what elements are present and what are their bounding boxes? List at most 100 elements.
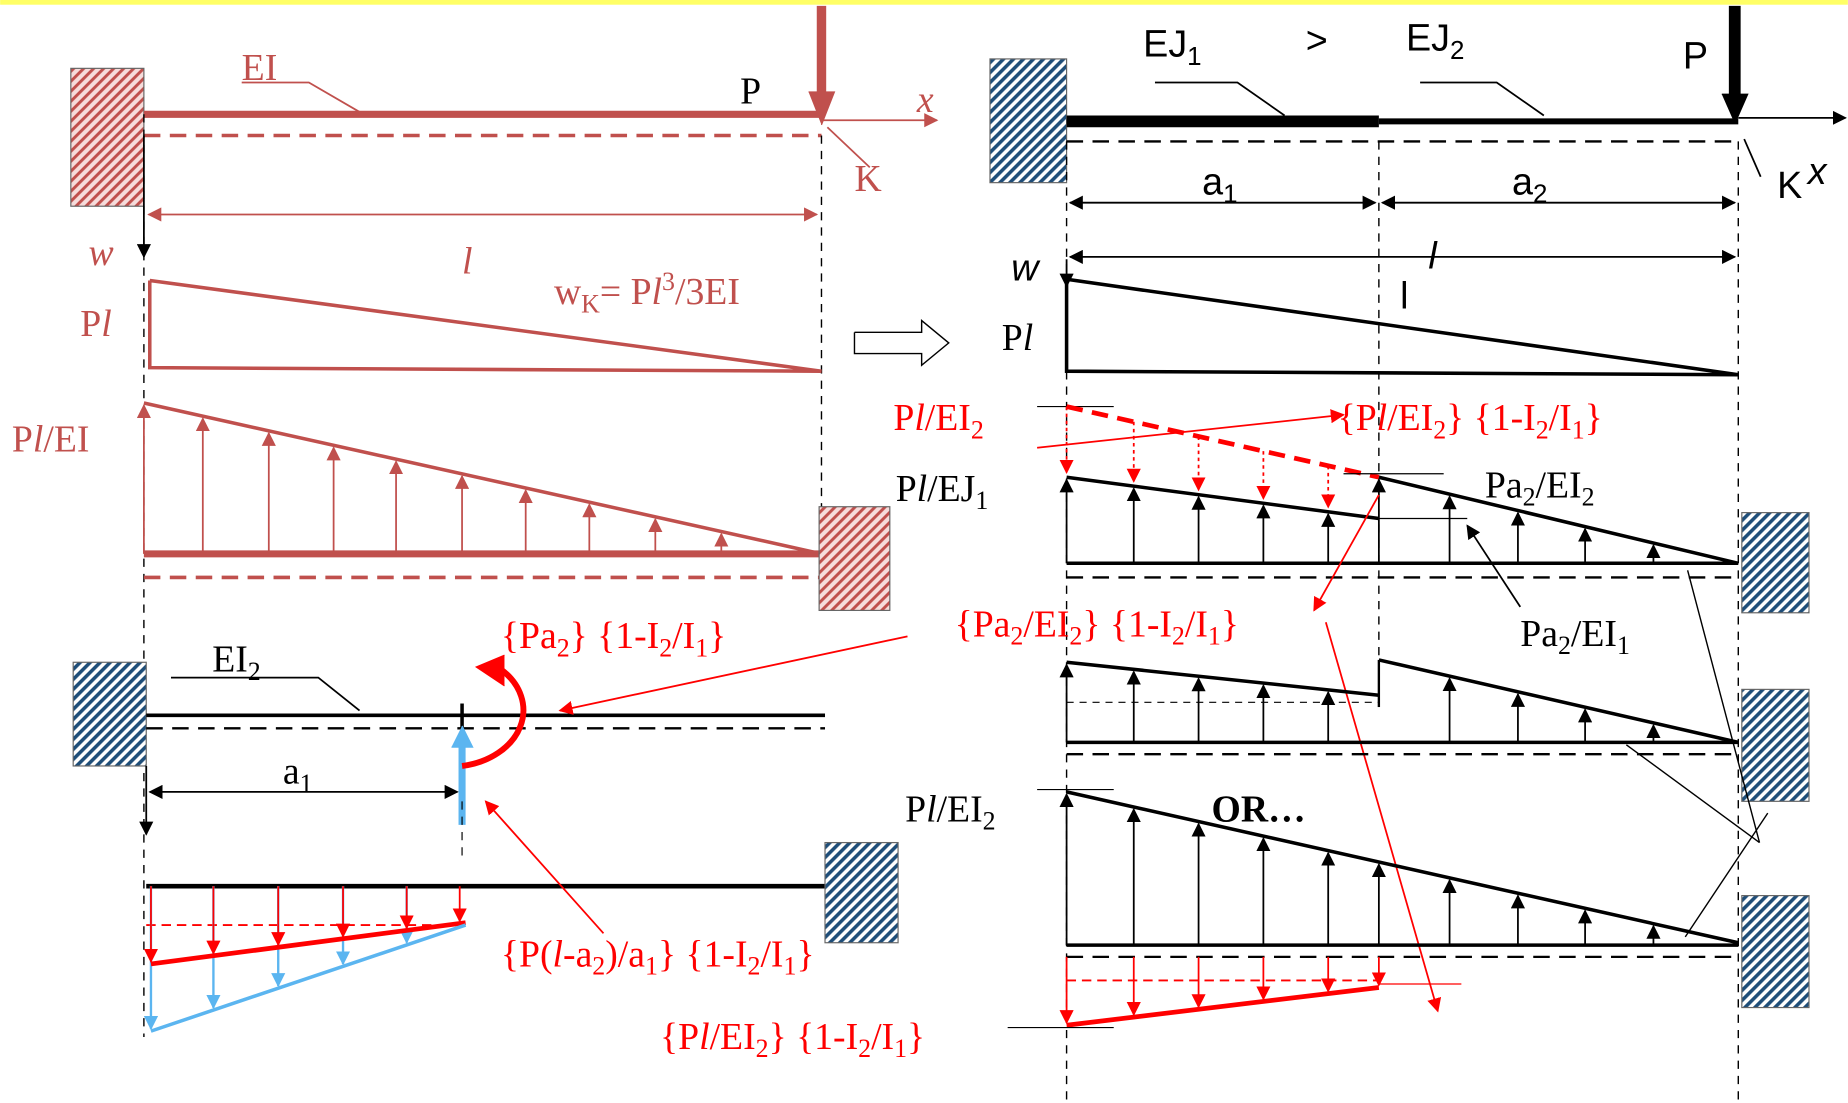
- pointer: [486, 801, 604, 933]
- label-part: /I: [871, 1016, 894, 1058]
- label-part: 2: [971, 415, 984, 444]
- label-part: /EI: [925, 397, 971, 439]
- beam-label: EJ2: [1406, 17, 1464, 65]
- label-part: /EI: [43, 418, 89, 460]
- curvature-label: Pl/EI2: [893, 397, 983, 444]
- label-part: }: [1585, 397, 1603, 439]
- label-part: 2: [858, 1034, 871, 1063]
- label-part: -a: [563, 933, 593, 975]
- label-part: w: [554, 271, 582, 313]
- label-part: EI: [212, 639, 248, 681]
- label-part: /EI: [1023, 603, 1069, 645]
- label-part: 2: [592, 952, 605, 981]
- axis-label: x: [1806, 150, 1828, 192]
- label-part: } {1-I: [1446, 397, 1536, 439]
- moment-label: Pl: [1002, 317, 1033, 359]
- label-part: }: [1221, 603, 1239, 645]
- jump-difference-label: {Pa2/EI2} {1-I2/I1}: [955, 603, 1239, 650]
- label-part: P: [80, 303, 101, 345]
- label-part: 1: [645, 952, 658, 981]
- label-part: }: [708, 615, 726, 657]
- label-part: P: [12, 418, 33, 460]
- or-label: OR…: [1212, 788, 1306, 830]
- label-part: EJ: [1143, 23, 1187, 65]
- page: EI P x K w l wK= Pl3/3EI Pl Pl/EI EI2 a1…: [0, 0, 1848, 1103]
- leader: [1626, 745, 1759, 843]
- curvature-line: [1067, 407, 1379, 478]
- transition-arrow: [854, 321, 948, 366]
- label-part: l: [652, 271, 662, 313]
- beam-label: EI2: [212, 639, 261, 686]
- label-part: 1: [1572, 415, 1585, 444]
- label-part: l: [914, 397, 924, 439]
- curvature-label: Pl/EI2: [905, 788, 995, 835]
- label-part: 1: [975, 486, 988, 515]
- label-part: 2: [1558, 631, 1571, 660]
- label-part: 1: [695, 633, 708, 662]
- correction-label: {Pl/EI2} {1-I2/I1}: [660, 1016, 925, 1063]
- label-part: l: [1377, 397, 1387, 439]
- label-part: 1: [1223, 181, 1237, 209]
- point-label: K: [1777, 164, 1802, 206]
- label-part: 2: [1536, 415, 1549, 444]
- support: [825, 843, 898, 943]
- support: [1742, 896, 1809, 1008]
- label-part: K: [581, 289, 600, 318]
- beam-label: EI: [242, 47, 278, 89]
- moment-load-label: {Pa2} {1-I2/I1}: [501, 615, 726, 662]
- load-line: [151, 923, 466, 964]
- label-part: EJ: [1406, 17, 1450, 59]
- label-part: 2: [983, 807, 996, 836]
- label-part: 2: [1172, 622, 1185, 651]
- label-part: P: [1002, 317, 1023, 359]
- diagram: EI P x K w l wK= Pl3/3EI Pl Pl/EI EI2 a1…: [0, 0, 1848, 1103]
- label-part: 1: [894, 1034, 907, 1063]
- label-part: }: [796, 933, 814, 975]
- curvature-label: Pl/EJ1: [896, 468, 989, 515]
- moment-head: [476, 655, 504, 686]
- label-part: a: [1512, 160, 1533, 202]
- label-part: /I: [672, 615, 695, 657]
- label-part: 2: [1582, 483, 1595, 512]
- moment-arrow: [462, 669, 523, 766]
- label-part: 1: [1187, 43, 1201, 71]
- support: [990, 59, 1067, 183]
- label-part: 1: [300, 769, 313, 798]
- load-line: [1067, 988, 1379, 1026]
- label-part: {Pa: [955, 603, 1011, 645]
- axis-label: x: [916, 79, 934, 121]
- label-part: 2: [1433, 415, 1446, 444]
- label-part: /I: [1185, 603, 1208, 645]
- curvature-line: [1067, 477, 1379, 518]
- label-part: 2: [1450, 37, 1464, 65]
- deflection-label: wK= Pl3/3EI: [554, 267, 740, 318]
- label-part: l: [699, 1016, 709, 1058]
- jump-label: Pa2/EI2: [1485, 464, 1595, 511]
- support: [73, 662, 146, 766]
- label-part: {Pa: [501, 615, 557, 657]
- axis-label: w: [89, 232, 114, 274]
- label-part: P: [905, 788, 926, 830]
- label-part: /EI: [710, 1016, 756, 1058]
- support: [1742, 513, 1809, 613]
- span-label: a2: [1512, 160, 1547, 208]
- span-label: a1: [283, 751, 313, 798]
- top-strip: [0, 0, 1848, 5]
- length-label: l: [1428, 235, 1438, 277]
- length-label: l: [462, 240, 472, 282]
- curvature-line: [144, 403, 822, 554]
- support: [819, 507, 890, 611]
- force-label: P: [1683, 34, 1708, 76]
- label-part: /EJ: [927, 468, 975, 510]
- label-part: 2: [1523, 483, 1536, 512]
- jump-label: Pa2/EI1: [1520, 613, 1630, 660]
- label-part: P: [896, 468, 917, 510]
- label-part: l: [101, 303, 111, 345]
- moment-label: Pl: [80, 303, 111, 345]
- label-part: /EI: [937, 788, 983, 830]
- label-part: {P: [1338, 397, 1377, 439]
- force-label: P: [740, 71, 761, 113]
- label-part: /I: [760, 933, 783, 975]
- label-part: l: [926, 788, 936, 830]
- label-part: 2: [748, 952, 761, 981]
